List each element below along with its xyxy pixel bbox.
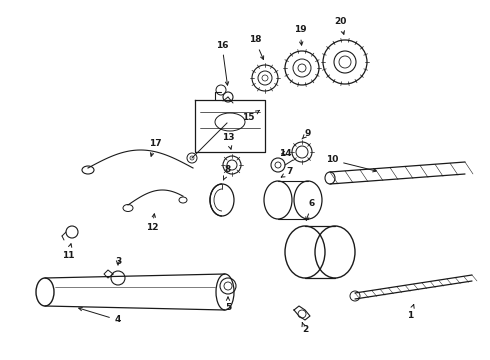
Text: 4: 4 [79, 307, 121, 324]
Text: 18: 18 [249, 36, 264, 59]
Text: 19: 19 [294, 26, 306, 45]
Text: 10: 10 [326, 156, 376, 172]
Text: 14: 14 [279, 148, 292, 158]
Text: 16: 16 [216, 40, 229, 85]
Text: 8: 8 [223, 166, 231, 180]
Text: 5: 5 [225, 297, 231, 312]
Text: 7: 7 [281, 167, 293, 177]
Text: 11: 11 [62, 244, 74, 260]
Text: 12: 12 [146, 214, 158, 233]
Text: 3: 3 [115, 257, 121, 266]
Text: 13: 13 [222, 134, 234, 149]
Text: 17: 17 [148, 139, 161, 156]
Text: 20: 20 [334, 18, 346, 34]
Text: 9: 9 [302, 129, 311, 139]
Text: 15: 15 [242, 111, 260, 122]
Text: 2: 2 [302, 323, 308, 334]
Text: 1: 1 [407, 305, 414, 320]
Text: 6: 6 [306, 199, 315, 220]
